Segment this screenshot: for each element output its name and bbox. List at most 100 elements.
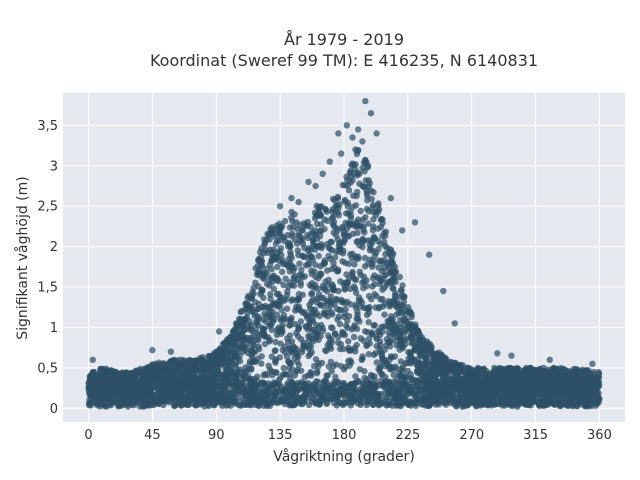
data-point [365, 237, 372, 244]
data-point [390, 285, 397, 292]
data-point [265, 362, 272, 369]
data-point [333, 295, 340, 303]
data-point [336, 307, 343, 314]
data-point [299, 227, 306, 234]
data-point [353, 255, 360, 262]
data-point [239, 324, 246, 331]
data-point [270, 285, 277, 292]
data-point [352, 285, 359, 292]
data-point [304, 372, 312, 379]
data-point [294, 358, 301, 365]
data-point [90, 384, 97, 391]
data-point [368, 296, 375, 303]
data-point [345, 312, 353, 320]
data-point [390, 265, 397, 273]
data-point [168, 398, 175, 405]
data-point [280, 364, 287, 372]
data-point [321, 257, 328, 264]
data-point [371, 252, 378, 259]
data-point [369, 227, 377, 234]
data-point [337, 239, 344, 246]
data-point [356, 170, 363, 178]
data-point [363, 282, 370, 290]
data-point [334, 209, 342, 216]
data-point [113, 381, 120, 388]
data-point [334, 316, 341, 323]
data-point [345, 187, 353, 194]
data-point [273, 369, 280, 376]
data-point [346, 221, 353, 228]
data-point [248, 352, 255, 359]
chart-title-line-1: År 1979 - 2019 [284, 30, 404, 49]
data-point [250, 342, 258, 349]
data-point [295, 303, 302, 310]
data-point [97, 365, 104, 373]
data-point [309, 318, 317, 325]
data-point [266, 338, 273, 345]
data-point [330, 363, 337, 370]
data-point [174, 369, 182, 376]
data-point [296, 221, 304, 228]
data-point [387, 316, 395, 323]
data-point [277, 301, 284, 308]
data-point [277, 317, 285, 324]
data-point [330, 286, 337, 294]
data-point [366, 335, 373, 342]
chart-title-line-2: Koordinat (Sweref 99 TM): E 416235, N 61… [150, 51, 538, 70]
data-point [365, 351, 372, 358]
data-point [86, 402, 93, 409]
data-point [285, 283, 292, 291]
data-point [330, 195, 337, 203]
data-point [369, 208, 377, 216]
data-point [309, 240, 317, 247]
data-point [307, 253, 314, 260]
data-point [382, 250, 389, 258]
data-point [331, 330, 339, 337]
data-point [291, 272, 298, 280]
data-point [354, 188, 361, 196]
data-point [568, 378, 576, 385]
data-point [369, 257, 377, 265]
data-point [161, 378, 169, 386]
data-point [328, 336, 335, 344]
data-point [392, 303, 400, 310]
data-point [299, 252, 306, 259]
data-point [350, 161, 358, 169]
data-point [265, 323, 273, 330]
data-point [355, 216, 362, 223]
data-point [349, 230, 357, 237]
data-point [297, 282, 304, 289]
data-point [454, 362, 461, 369]
data-point [590, 381, 597, 388]
data-point [336, 345, 344, 353]
data-point [342, 259, 349, 266]
data-point [273, 290, 281, 298]
data-point [423, 377, 431, 384]
data-point [263, 265, 270, 272]
data-point [344, 181, 352, 189]
data-point [378, 278, 385, 285]
data-point [569, 371, 576, 379]
data-point [314, 378, 322, 386]
data-point [315, 204, 322, 211]
data-point [337, 362, 345, 370]
data-point [251, 357, 259, 365]
data-point [316, 227, 324, 234]
data-point [345, 344, 352, 352]
data-point [91, 368, 98, 376]
data-point [288, 360, 295, 367]
data-point [286, 224, 294, 231]
data-point [293, 348, 300, 355]
data-point [398, 373, 405, 380]
data-point [337, 296, 345, 303]
data-point [377, 363, 384, 371]
data-point [359, 216, 366, 223]
data-point [344, 324, 351, 331]
data-point [584, 388, 592, 395]
data-point [152, 368, 159, 375]
data-point [350, 333, 358, 341]
data-point [390, 250, 397, 258]
data-point [182, 373, 189, 380]
data-point [585, 367, 592, 374]
